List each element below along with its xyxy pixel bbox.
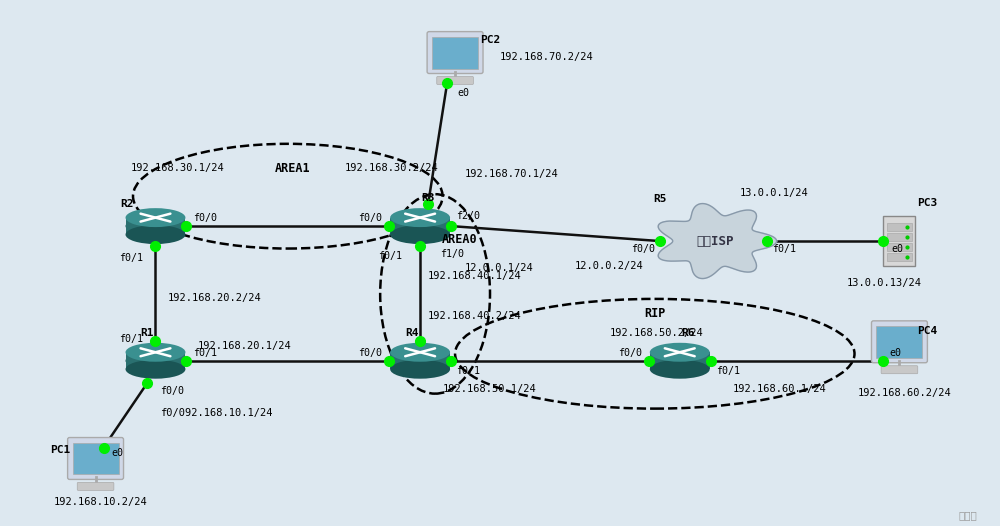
Text: e0: e0 — [112, 449, 124, 459]
Ellipse shape — [126, 225, 185, 244]
Text: R1: R1 — [141, 328, 154, 338]
FancyBboxPatch shape — [427, 32, 483, 74]
FancyBboxPatch shape — [390, 352, 450, 369]
FancyBboxPatch shape — [126, 352, 185, 369]
FancyBboxPatch shape — [126, 218, 185, 235]
FancyBboxPatch shape — [876, 326, 922, 358]
Text: 192.168.60.2/24: 192.168.60.2/24 — [858, 388, 951, 398]
Text: f2/0: f2/0 — [456, 211, 480, 221]
Ellipse shape — [650, 343, 710, 362]
Text: 192.168.70.1/24: 192.168.70.1/24 — [465, 169, 559, 179]
Text: R6: R6 — [681, 328, 694, 338]
Text: f0/0: f0/0 — [631, 244, 655, 254]
Text: e0: e0 — [891, 244, 903, 254]
FancyBboxPatch shape — [77, 482, 114, 490]
Text: PC4: PC4 — [917, 326, 938, 336]
Ellipse shape — [126, 351, 185, 370]
Text: AREA1: AREA1 — [275, 162, 311, 175]
Ellipse shape — [126, 343, 185, 362]
Text: PC3: PC3 — [917, 198, 938, 208]
Ellipse shape — [390, 360, 450, 379]
Text: 192.168.50.2/24: 192.168.50.2/24 — [610, 328, 704, 338]
Ellipse shape — [390, 217, 450, 236]
Text: 13.0.0.1/24: 13.0.0.1/24 — [740, 188, 808, 198]
Text: f0/0: f0/0 — [358, 348, 382, 358]
Text: e0: e0 — [457, 88, 469, 98]
FancyBboxPatch shape — [871, 321, 927, 363]
Text: 192.168.20.2/24: 192.168.20.2/24 — [167, 294, 261, 304]
Text: 12.0.0.1/24: 12.0.0.1/24 — [465, 263, 534, 273]
Ellipse shape — [390, 208, 450, 227]
Polygon shape — [658, 204, 777, 279]
FancyBboxPatch shape — [432, 37, 478, 68]
Text: f0/1: f0/1 — [772, 244, 796, 254]
Ellipse shape — [126, 217, 185, 236]
Text: 13.0.0.13/24: 13.0.0.13/24 — [847, 278, 922, 288]
FancyBboxPatch shape — [883, 216, 915, 266]
Ellipse shape — [126, 360, 185, 379]
Text: 192.168.30.2/24: 192.168.30.2/24 — [345, 163, 439, 173]
Ellipse shape — [390, 225, 450, 244]
Text: f0/1: f0/1 — [193, 348, 217, 358]
Text: e0: e0 — [889, 348, 901, 358]
Text: 电信ISP: 电信ISP — [696, 235, 733, 248]
Text: 192.168.40.1/24: 192.168.40.1/24 — [428, 271, 522, 281]
Text: 192.168.70.2/24: 192.168.70.2/24 — [500, 52, 594, 62]
Text: R3: R3 — [421, 193, 435, 203]
Text: f0/1: f0/1 — [119, 253, 143, 263]
Text: 192.168.40.2/24: 192.168.40.2/24 — [428, 311, 522, 321]
Text: PC1: PC1 — [50, 444, 71, 454]
Text: AREA0: AREA0 — [442, 232, 478, 246]
FancyBboxPatch shape — [887, 242, 912, 250]
Text: 192.168.50.1/24: 192.168.50.1/24 — [443, 383, 537, 393]
Ellipse shape — [650, 351, 710, 370]
FancyBboxPatch shape — [887, 222, 912, 230]
Text: PC2: PC2 — [480, 35, 500, 45]
Text: RIP: RIP — [644, 307, 665, 320]
FancyBboxPatch shape — [881, 366, 918, 373]
Text: 192.168.30.1/24: 192.168.30.1/24 — [131, 163, 224, 173]
Text: 192.168.10.2/24: 192.168.10.2/24 — [54, 498, 147, 508]
Text: f0/092.168.10.1/24: f0/092.168.10.1/24 — [160, 408, 273, 418]
Ellipse shape — [390, 343, 450, 362]
Text: f0/0: f0/0 — [358, 213, 382, 223]
FancyBboxPatch shape — [437, 76, 473, 85]
Text: R5: R5 — [653, 194, 667, 204]
FancyBboxPatch shape — [390, 218, 450, 235]
Text: f0/0: f0/0 — [193, 213, 217, 223]
Text: f0/1: f0/1 — [378, 251, 402, 261]
Text: f1/0: f1/0 — [440, 249, 464, 259]
Ellipse shape — [126, 208, 185, 227]
Text: 192.168.20.1/24: 192.168.20.1/24 — [197, 341, 291, 351]
FancyBboxPatch shape — [73, 442, 119, 474]
Text: 12.0.0.2/24: 12.0.0.2/24 — [575, 261, 644, 271]
Text: f0/1: f0/1 — [716, 366, 740, 376]
Text: 亿速云: 亿速云 — [959, 510, 977, 520]
Text: f0/1: f0/1 — [119, 334, 143, 344]
Ellipse shape — [390, 351, 450, 370]
FancyBboxPatch shape — [68, 438, 124, 479]
Text: f0/0: f0/0 — [618, 348, 642, 358]
Ellipse shape — [650, 360, 710, 379]
Text: f0/0: f0/0 — [160, 386, 184, 396]
Text: f0/1: f0/1 — [456, 366, 480, 376]
Text: 192.168.60.1/24: 192.168.60.1/24 — [733, 383, 826, 393]
Text: R2: R2 — [120, 199, 134, 209]
FancyBboxPatch shape — [887, 252, 912, 260]
FancyBboxPatch shape — [887, 232, 912, 240]
Text: R4: R4 — [405, 328, 419, 338]
FancyBboxPatch shape — [650, 352, 710, 369]
